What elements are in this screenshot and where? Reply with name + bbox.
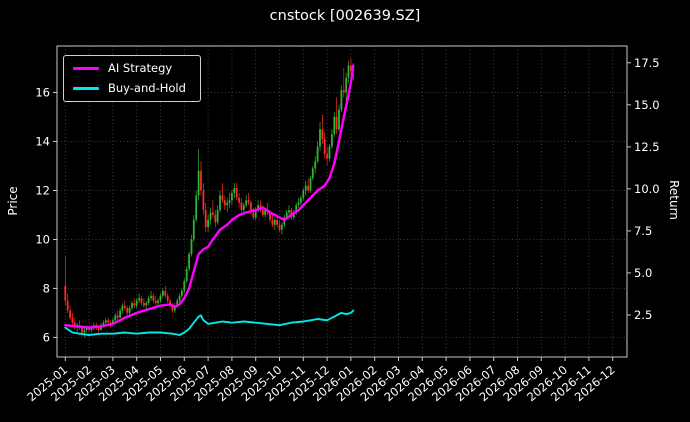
- svg-text:14: 14: [35, 135, 50, 149]
- svg-text:15.0: 15.0: [634, 98, 660, 112]
- chart-title: cnstock [002639.SZ]: [269, 8, 421, 24]
- strategy-lines-layer: [64, 64, 355, 336]
- svg-text:12: 12: [35, 184, 50, 198]
- buy-and-hold-line-swatch: [73, 86, 99, 90]
- svg-text:7.5: 7.5: [634, 224, 652, 238]
- svg-text:12.5: 12.5: [634, 140, 660, 154]
- svg-text:16: 16: [35, 86, 50, 100]
- grid-layer: [57, 46, 627, 357]
- svg-text:8: 8: [43, 281, 50, 295]
- series-line-0: [64, 64, 355, 329]
- chart-legend: AI Strategy Buy-and-Hold: [63, 55, 201, 102]
- series-line-1: [64, 309, 355, 336]
- legend-item-ai-strategy: AI Strategy: [73, 61, 186, 75]
- svg-text:6: 6: [43, 330, 50, 344]
- svg-text:10: 10: [35, 233, 50, 247]
- legend-label-buy-and-hold: Buy-and-Hold: [108, 80, 186, 95]
- ai-strategy-line-swatch: [73, 67, 99, 71]
- svg-text:17.5: 17.5: [634, 56, 660, 70]
- svg-text:10.0: 10.0: [634, 182, 660, 196]
- legend-item-buy-and-hold: Buy-and-Hold: [73, 80, 186, 95]
- legend-label-ai-strategy: AI Strategy: [108, 61, 173, 75]
- svg-text:5.0: 5.0: [634, 266, 652, 280]
- svg-text:2.5: 2.5: [634, 308, 652, 322]
- candles-layer: [64, 58, 355, 338]
